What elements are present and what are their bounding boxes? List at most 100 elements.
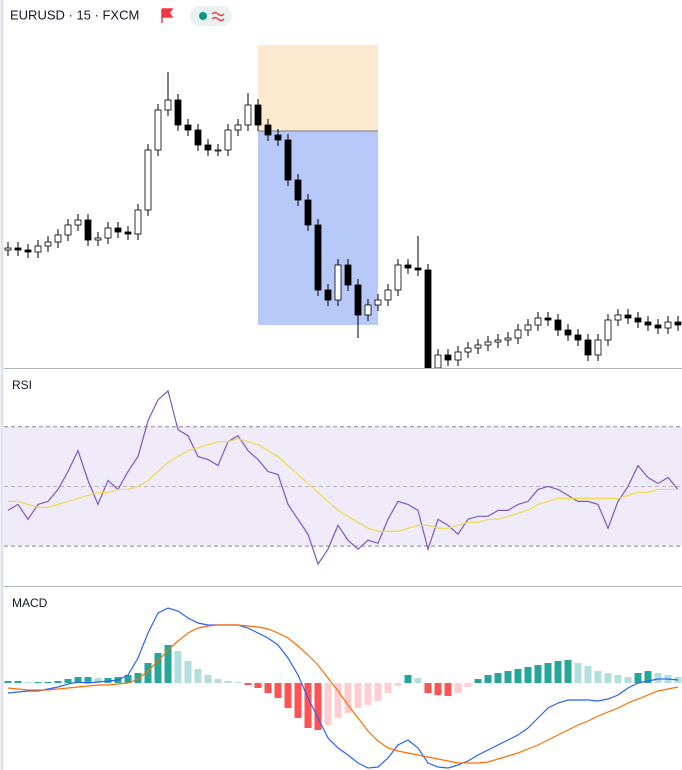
histogram-bar [404,675,412,683]
candle-body [524,324,532,331]
histogram-bar [34,682,42,683]
candle-body [514,329,522,339]
histogram-bar [574,663,582,683]
histogram-bar [564,660,572,683]
histogram-bar [274,683,282,698]
candle-body [144,149,152,211]
candle-body [254,104,262,126]
candle-body [134,209,142,235]
status-dot [199,12,207,20]
histogram-bar [234,682,242,683]
candle-body [264,124,272,136]
histogram-bar [514,669,522,683]
candle-body [364,304,372,316]
candle-body [84,219,92,241]
histogram-bar [54,681,62,683]
candle-body [634,317,642,323]
histogram-bar [484,675,492,683]
status-pill[interactable] [190,6,232,26]
candle-body [464,347,472,353]
histogram-bar [344,683,352,713]
histogram-bar [254,683,262,688]
chart-title: EURUSD · 15 · FXCM [10,7,139,22]
histogram-bar [354,683,362,708]
candle-body [304,199,312,226]
histogram-bar [84,677,92,683]
candle-body [124,231,132,235]
line-series [7,624,679,764]
candle-body [334,264,342,301]
candle-body [544,317,552,321]
histogram-bar [524,667,532,683]
candle-body [384,289,392,301]
candle-body [14,247,22,251]
histogram-bar [394,683,402,686]
histogram-bar [594,671,602,683]
histogram-bar [504,671,512,683]
histogram-bar [544,663,552,683]
histogram-bar [144,663,152,683]
candle-body [534,317,542,326]
candle-body [174,99,182,126]
histogram-bar [264,683,272,693]
candle-body [184,124,192,131]
candle-body [164,99,172,111]
histogram-bar [624,677,632,683]
histogram-bar [64,679,72,683]
stop-zone [258,45,378,131]
histogram-bar [294,683,302,718]
candle-body [394,264,402,291]
candle-body [324,289,332,301]
candle-body [584,339,592,356]
histogram-bar [324,683,332,725]
histogram-bar [194,669,202,683]
candle-body [644,321,652,326]
histogram-bar [134,673,142,683]
candle-body [414,267,422,271]
candle-body [564,329,572,336]
histogram-bar [24,682,32,683]
candle-body [374,299,382,306]
candle-body [474,344,482,349]
line-series [8,438,678,532]
candle-body [494,339,502,343]
histogram-bar [74,677,82,683]
candle-body [284,139,292,181]
candle-body [594,339,602,356]
histogram-bar [534,665,542,683]
line-series [7,607,679,769]
histogram-bar [174,651,182,683]
line-series [7,389,679,566]
histogram-bar [284,683,292,708]
candle-body [74,219,82,226]
candle-body [664,321,672,329]
candle-body [204,144,212,151]
histogram-bar [554,661,562,683]
candle-body [654,324,662,329]
pane-title: RSI [12,378,32,392]
candle-body [354,284,362,316]
candle-body [4,247,12,251]
candle-body [24,249,32,253]
histogram-bar [184,661,192,683]
flag-icon [161,8,174,23]
histogram-bar [164,645,172,683]
histogram-bar [314,683,322,730]
price-pane [4,45,682,368]
candle-body [274,134,282,141]
candle-body [214,149,222,152]
rsi-pane [4,389,682,566]
histogram-bar [364,683,372,705]
histogram-bar [384,683,392,693]
histogram-bar [414,678,422,683]
histogram-bar [434,683,442,695]
histogram-bar [14,681,22,683]
candle-body [574,334,582,341]
histogram-bar [614,675,622,683]
pane-title: MACD [12,596,48,610]
candle-body [154,109,162,151]
candle-body [114,227,122,233]
candle-body [54,234,62,243]
candle-body [674,321,682,326]
